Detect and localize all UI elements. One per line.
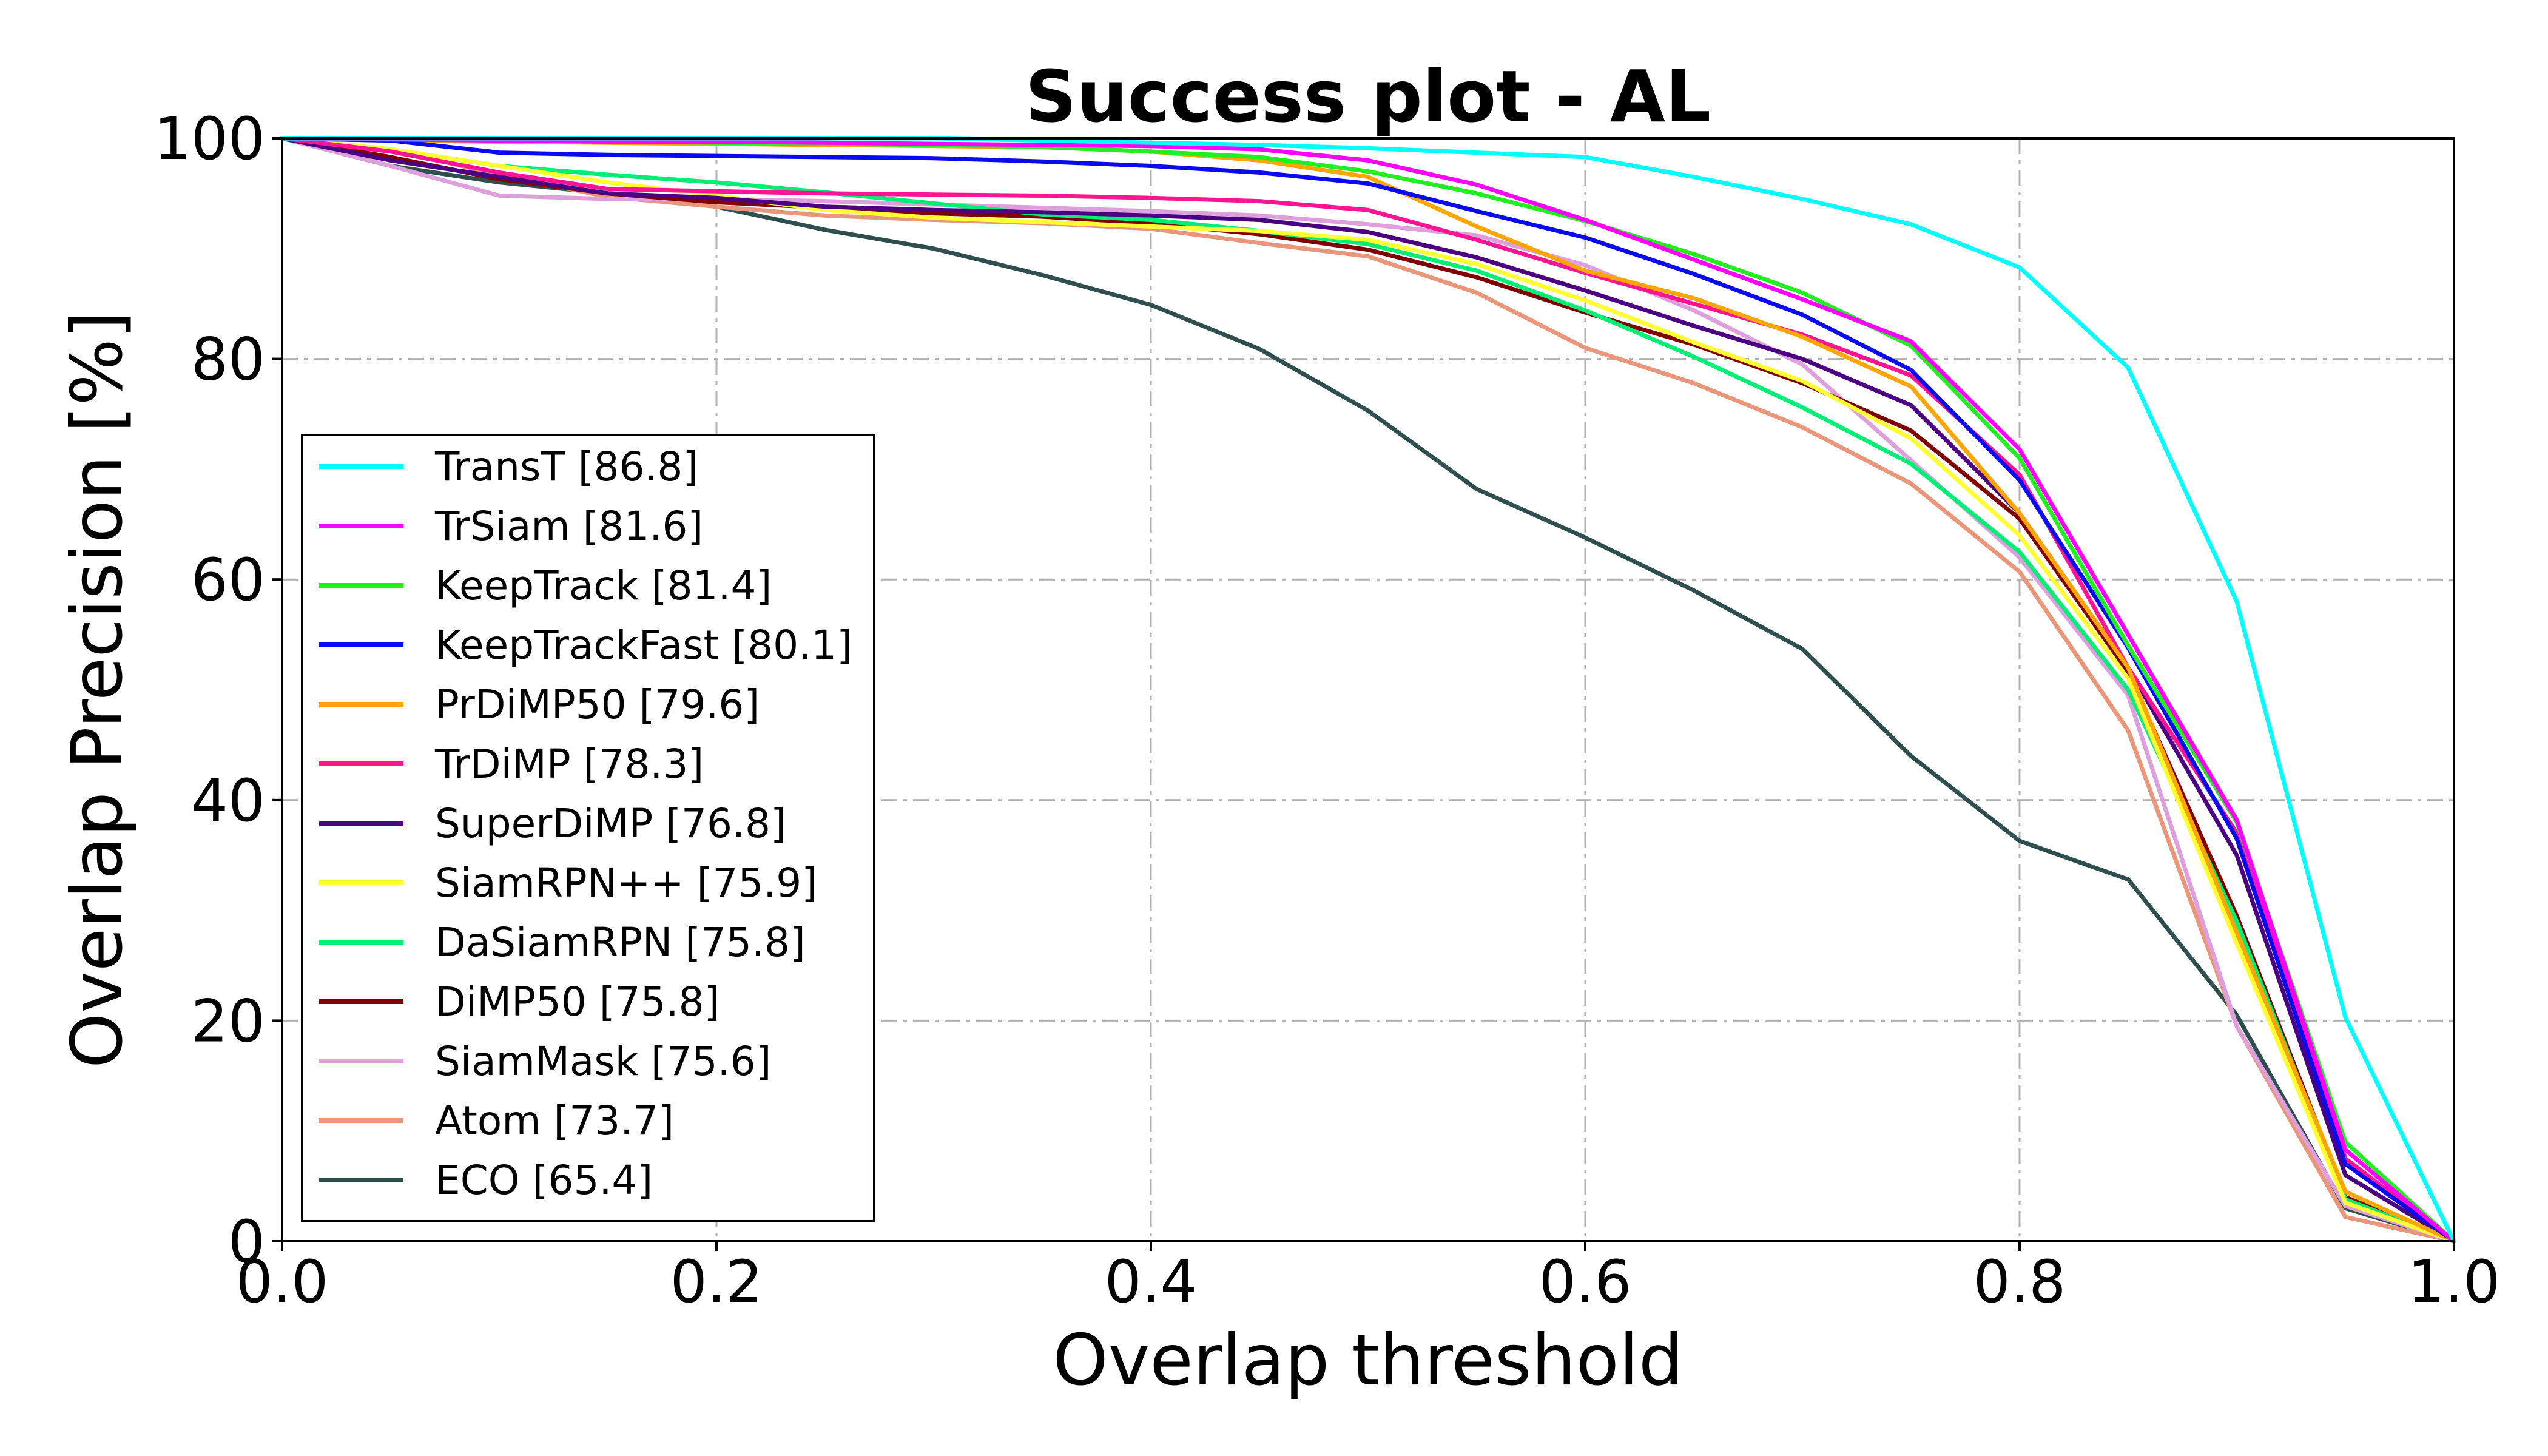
y-axis-label: Overlap Precision [%] <box>56 311 138 1068</box>
y-tick-label: 0 <box>228 1208 265 1276</box>
legend-label: DiMP50 [75.8] <box>435 979 720 1025</box>
series-line-siammask <box>280 136 2456 1244</box>
legend-label: SiamMask [75.6] <box>435 1038 771 1085</box>
y-tick-label: 60 <box>191 546 265 614</box>
x-tick-label: 0.6 <box>1539 1248 1632 1316</box>
legend-entry-prdimp50: PrDiMP50 [79.6] <box>318 681 760 728</box>
legend: TransT [86.8] TrSiam [81.6] KeepTrack [81.… <box>301 434 875 1222</box>
legend-label: TransT [86.8] <box>434 443 698 490</box>
plot-frame <box>281 137 2455 1242</box>
series-line-trdimp <box>280 136 2456 1244</box>
y-tick-label: 100 <box>154 105 265 173</box>
series-line-keeptrackfast <box>280 136 2456 1244</box>
x-axis-label: Overlap threshold <box>1053 1320 1683 1401</box>
legend-label: PrDiMP50 [79.6] <box>435 681 760 728</box>
legend-label: KeepTrackFast [80.1] <box>435 622 852 669</box>
legend-box <box>301 434 875 1222</box>
series-line-siamrpn- <box>280 136 2456 1244</box>
legend-entry-eco: ECO [65.4] <box>318 1157 653 1204</box>
legend-entry-superdimp: SuperDiMP [76.8] <box>318 800 786 847</box>
legend-label: ECO [65.4] <box>435 1157 653 1204</box>
legend-label: Atom [73.7] <box>435 1097 674 1144</box>
y-tick-label: 40 <box>191 767 265 835</box>
legend-entry-keeptrack: KeepTrack [81.4] <box>318 562 772 609</box>
legend-entry-siammask: SiamMask [75.6] <box>318 1038 771 1085</box>
x-tick-label: 0.2 <box>670 1248 763 1316</box>
legend-entry-siamrpn-: SiamRPN++ [75.9] <box>318 860 817 906</box>
x-tick-label: 0.8 <box>1973 1248 2066 1316</box>
legend-label: SiamRPN++ [75.9] <box>435 860 817 906</box>
y-tick-label: 80 <box>191 326 265 394</box>
legend-entry-trdimp: TrDiMP [78.3] <box>318 741 704 787</box>
legend-label: SuperDiMP [76.8] <box>435 800 786 847</box>
legend-label: DaSiamRPN [75.8] <box>435 919 806 966</box>
legend-entry-dasiamrpn: DaSiamRPN [75.8] <box>318 919 806 966</box>
x-tick-label: 0.0 <box>236 1248 329 1316</box>
legend-label: TrSiam [81.6] <box>434 503 703 550</box>
axis-ticks: 0.0 0.2 0.4 0.6 0.8 1.0 0 20 40 60 80 100 <box>154 105 2501 1316</box>
legend-entry-keeptrackfast: KeepTrackFast [80.1] <box>318 622 852 669</box>
legend-entry-transt: TransT [86.8] <box>318 443 698 490</box>
legend-label: TrDiMP [78.3] <box>434 741 704 787</box>
legend-items: TransT [86.8] TrSiam [81.6] KeepTrack [81.… <box>318 443 852 1204</box>
chart-title: Success plot - AL <box>1025 55 1711 138</box>
series-line-dasiamrpn <box>280 136 2456 1244</box>
legend-label: KeepTrack [81.4] <box>435 562 772 609</box>
x-tick-label: 1.0 <box>2408 1248 2501 1316</box>
legend-entry-dimp50: DiMP50 [75.8] <box>318 979 720 1025</box>
x-tick-label: 0.4 <box>1105 1248 1198 1316</box>
legend-entry-atom: Atom [73.7] <box>318 1097 674 1144</box>
legend-entry-trsiam: TrSiam [81.6] <box>318 503 703 550</box>
series-line-trsiam <box>280 136 2456 1244</box>
y-tick-label: 20 <box>191 987 265 1055</box>
